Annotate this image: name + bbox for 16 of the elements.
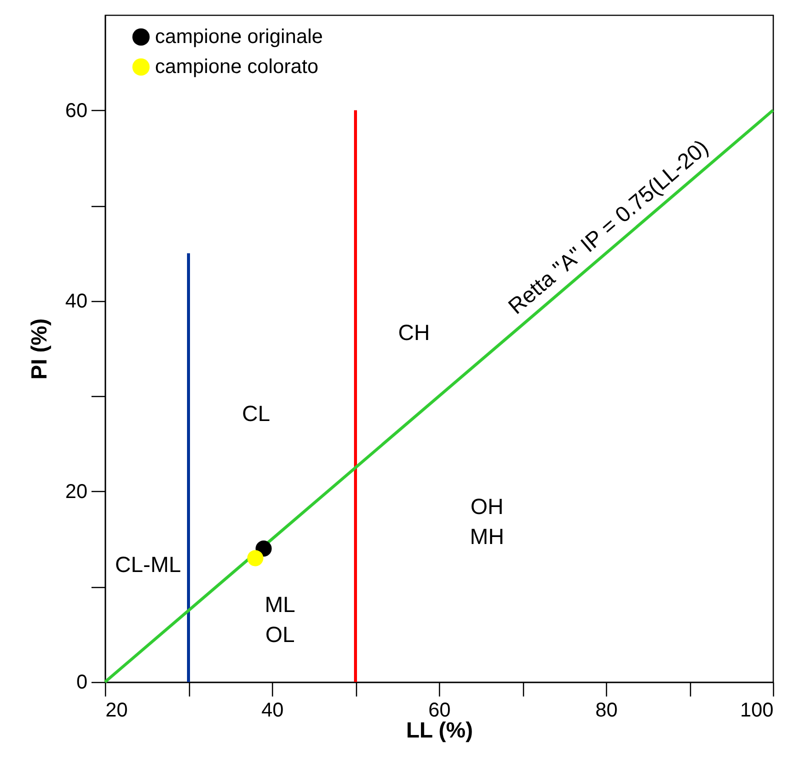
legend-label: campione colorato bbox=[155, 56, 318, 78]
y-tick-label: 0 bbox=[76, 672, 88, 694]
annotation: CH bbox=[398, 320, 430, 345]
y-axis-title: PI (%) bbox=[26, 318, 52, 380]
x-tick-label: 100 bbox=[740, 700, 774, 722]
y-tick-label: 60 bbox=[65, 100, 88, 122]
annotation: ML OL bbox=[264, 592, 296, 647]
annotation: OH MH bbox=[470, 494, 504, 549]
y-tick-label: 40 bbox=[65, 290, 88, 312]
y-tick-label: 20 bbox=[65, 480, 88, 503]
legend-label: campione originale bbox=[155, 26, 323, 48]
annotation: CL bbox=[242, 401, 270, 426]
x-tick-label: 80 bbox=[595, 700, 618, 722]
x-tick-label: 20 bbox=[106, 700, 128, 722]
annotation: CL-ML bbox=[114, 552, 182, 577]
x-tick-label: 40 bbox=[261, 700, 284, 722]
